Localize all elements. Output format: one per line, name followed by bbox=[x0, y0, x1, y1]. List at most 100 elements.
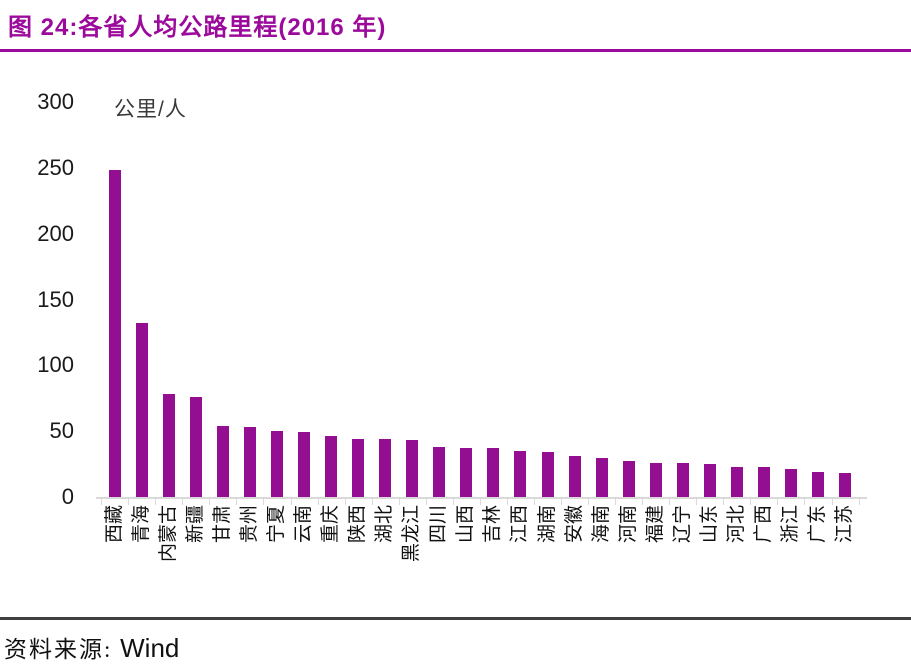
bar-云南 bbox=[298, 432, 311, 497]
x-axis-tick bbox=[317, 499, 319, 505]
y-tick-label: 200 bbox=[37, 220, 74, 246]
x-category-label-辽宁: 辽宁 bbox=[671, 505, 693, 544]
x-category-label-宁夏: 宁夏 bbox=[266, 505, 287, 544]
bar-江西 bbox=[514, 450, 527, 497]
bar-江苏 bbox=[839, 473, 852, 497]
x-axis-tick bbox=[804, 499, 806, 505]
bar-贵州 bbox=[243, 427, 256, 497]
x-axis-tick bbox=[263, 499, 265, 505]
bar-辽宁 bbox=[676, 462, 689, 497]
x-axis-tick bbox=[344, 499, 346, 505]
x-axis-tick bbox=[561, 499, 563, 505]
x-category-label-云南: 云南 bbox=[293, 505, 315, 544]
x-axis-tick bbox=[588, 499, 590, 505]
x-category-label-陕西: 陕西 bbox=[347, 505, 369, 544]
bar-四川 bbox=[433, 446, 446, 497]
x-category-label-福建: 福建 bbox=[644, 505, 666, 544]
x-axis-tick bbox=[533, 499, 535, 505]
x-category-label-吉林: 吉林 bbox=[482, 505, 504, 544]
x-category-label-西藏: 西藏 bbox=[103, 505, 125, 544]
x-axis-tick bbox=[209, 499, 211, 505]
x-category-label-内蒙古: 内蒙古 bbox=[157, 505, 179, 563]
x-category-label-黑龙江: 黑龙江 bbox=[401, 505, 423, 563]
footer-divider-rule bbox=[0, 617, 911, 620]
title-divider-rule bbox=[0, 49, 911, 52]
x-category-label-青海: 青海 bbox=[130, 505, 152, 544]
x-category-label-湖南: 湖南 bbox=[536, 505, 558, 544]
x-axis-tick bbox=[155, 499, 157, 505]
chart-title: 图 24:各省人均公路里程(2016 年) bbox=[8, 14, 387, 41]
bar-chart: 公里/人 0 50 100 150 200 250 300 西藏 青海 内蒙古 新疆 甘肃 贵州 宁夏 云南… bbox=[37, 89, 867, 563]
x-category-label-贵州: 贵州 bbox=[238, 505, 260, 544]
bar-新疆 bbox=[189, 396, 202, 497]
x-category-label-广东: 广东 bbox=[807, 505, 828, 544]
x-axis-tick bbox=[425, 499, 427, 505]
x-category-label-海南: 海南 bbox=[590, 505, 612, 544]
y-tick-label: 300 bbox=[37, 89, 74, 114]
bar-湖北 bbox=[379, 439, 392, 497]
x-axis-tick bbox=[831, 499, 833, 505]
y-axis-unit-label: 公里/人 bbox=[114, 98, 187, 121]
source-line: 资料来源: Wind bbox=[4, 630, 179, 664]
y-tick-label: 100 bbox=[37, 352, 74, 378]
bar-山西 bbox=[460, 448, 473, 497]
x-axis-tick bbox=[696, 499, 698, 505]
x-category-label-河南: 河南 bbox=[617, 505, 639, 544]
x-axis-tick bbox=[128, 499, 130, 505]
x-axis-tick bbox=[506, 499, 508, 505]
x-category-label-江苏: 江苏 bbox=[834, 505, 856, 544]
x-axis-tick bbox=[371, 499, 373, 505]
x-axis-tick bbox=[236, 499, 238, 505]
y-tick-label: 150 bbox=[37, 286, 74, 312]
bar-浙江 bbox=[784, 469, 797, 497]
x-axis-tick bbox=[858, 499, 860, 505]
bar-河南 bbox=[622, 461, 635, 497]
bar-内蒙古 bbox=[162, 394, 175, 497]
x-category-label-湖北: 湖北 bbox=[374, 505, 396, 544]
bar-广西 bbox=[757, 466, 770, 497]
y-tick-label: 0 bbox=[61, 484, 74, 509]
x-axis-tick bbox=[642, 499, 644, 505]
x-category-label-新疆: 新疆 bbox=[184, 505, 206, 544]
bar-重庆 bbox=[325, 436, 338, 497]
x-axis-tick bbox=[777, 499, 779, 505]
x-category-label-浙江: 浙江 bbox=[779, 505, 801, 544]
bar-陕西 bbox=[352, 439, 365, 497]
x-axis-tick bbox=[479, 499, 481, 505]
bar-黑龙江 bbox=[406, 440, 419, 497]
bar-福建 bbox=[649, 462, 662, 497]
bar-西藏 bbox=[108, 170, 121, 497]
source-value: Wind bbox=[120, 633, 180, 663]
x-axis-tick bbox=[669, 499, 671, 505]
bar-宁夏 bbox=[271, 431, 283, 497]
x-category-label-广西: 广西 bbox=[752, 505, 774, 544]
x-axis-tick bbox=[290, 499, 292, 505]
x-axis-tick bbox=[452, 499, 454, 505]
y-tick-label: 50 bbox=[49, 418, 74, 444]
source-label: 资料来源: bbox=[4, 637, 113, 662]
x-category-label-山东: 山东 bbox=[698, 505, 720, 544]
x-axis-tick bbox=[723, 499, 725, 505]
x-category-label-重庆: 重庆 bbox=[320, 505, 342, 544]
x-axis-tick bbox=[101, 499, 103, 505]
x-axis-tick bbox=[398, 499, 400, 505]
bar-青海 bbox=[135, 323, 148, 497]
x-category-label-甘肃: 甘肃 bbox=[211, 505, 233, 544]
bar-湖南 bbox=[541, 452, 554, 497]
x-category-label-安徽: 安徽 bbox=[563, 505, 585, 544]
x-axis-line bbox=[96, 497, 867, 499]
x-axis-tick bbox=[615, 499, 617, 505]
y-tick-label: 250 bbox=[37, 154, 74, 180]
x-axis-tick bbox=[182, 499, 184, 505]
bar-安徽 bbox=[568, 456, 581, 497]
x-category-label-四川: 四川 bbox=[428, 505, 450, 544]
bar-吉林 bbox=[487, 448, 500, 497]
bar-甘肃 bbox=[216, 425, 229, 497]
x-category-label-江西: 江西 bbox=[509, 505, 531, 544]
bar-海南 bbox=[595, 457, 608, 497]
x-category-label-河北: 河北 bbox=[725, 505, 747, 544]
bar-广东 bbox=[812, 471, 824, 497]
x-axis-tick bbox=[750, 499, 752, 505]
bar-河北 bbox=[730, 466, 743, 497]
